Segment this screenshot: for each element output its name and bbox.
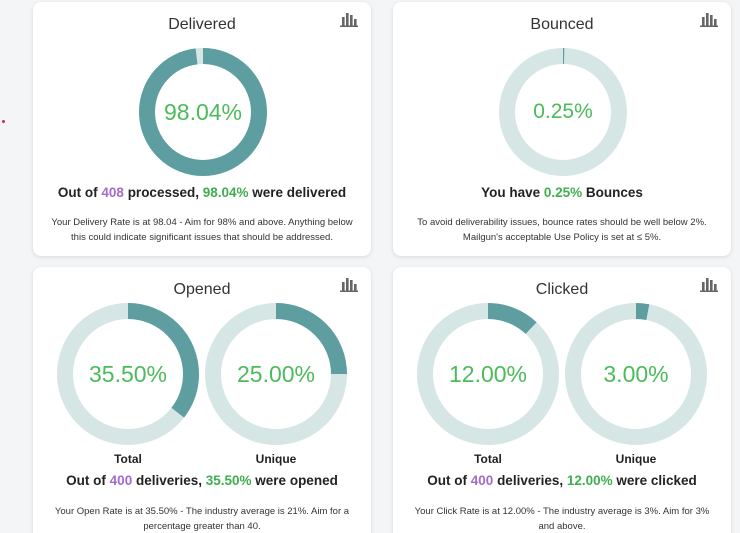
opened-unique-caption: Unique — [255, 452, 297, 466]
clicked-total-percent: 12.00% — [448, 360, 527, 387]
bounced-card: Bounced 0.25% You have 0.25% Bounces To … — [393, 2, 731, 256]
bounce-rate: 0.25% — [543, 185, 583, 200]
bar-chart-icon[interactable] — [340, 11, 358, 27]
delivered-donut: 98.04% — [139, 48, 267, 176]
clicked-description: Your Click Rate is at 12.00% - The indus… — [414, 506, 710, 532]
opened-total-donut: 35.50% — [57, 303, 199, 445]
bounced-summary: You have 0.25% Bounces — [481, 185, 643, 200]
ring-fill — [205, 303, 347, 445]
bar-chart-icon[interactable] — [700, 11, 718, 27]
ring-fill — [57, 303, 199, 445]
opened-total-percent: 35.50% — [88, 360, 167, 387]
delivered-description: Your Delivery Rate is at 98.04 - Aim for… — [51, 217, 353, 243]
clicked-total-donut: 12.00% — [417, 303, 559, 445]
deliveries-count: 400 — [470, 473, 494, 488]
open-rate: 35.50% — [205, 473, 252, 488]
deliveries-count: 400 — [109, 473, 133, 488]
click-rate: 12.00% — [566, 473, 613, 488]
delivered-summary: Out of 408 processed, 98.04% were delive… — [57, 185, 347, 200]
ring-fill — [499, 48, 627, 176]
clicked-card: Clicked 12.00% 3.00% Total Unique Out of… — [393, 267, 731, 533]
clicked-unique-donut: 3.00% — [565, 303, 707, 445]
opened-card: Opened 35.50% 25.00% Total Unique Out of… — [33, 267, 371, 533]
bar-chart-icon[interactable] — [340, 276, 358, 292]
bounced-description: To avoid deliverability issues, bounce r… — [417, 217, 707, 243]
ring-fill — [139, 48, 267, 176]
bar-chart-icon[interactable] — [700, 276, 718, 292]
clicked-title: Clicked — [535, 281, 589, 298]
delivered-percent: 98.04% — [163, 98, 242, 125]
bounced-title: Bounced — [530, 16, 594, 33]
clicked-unique-percent: 3.00% — [603, 360, 669, 387]
ring-fill — [565, 303, 707, 445]
opened-summary: Out of 400 deliveries, 35.50% were opene… — [66, 473, 338, 488]
opened-description: Your Open Rate is at 35.50% - The indust… — [54, 506, 350, 532]
delivered-card: Delivered 98.04% Out of 408 processed, 9… — [33, 2, 371, 256]
processed-count: 408 — [101, 185, 124, 200]
opened-unique-donut: 25.00% — [205, 303, 347, 445]
clicked-unique-caption: Unique — [615, 452, 657, 466]
bounced-donut: 0.25% — [499, 48, 627, 176]
clicked-total-caption: Total — [474, 452, 502, 466]
opened-total-caption: Total — [114, 452, 142, 466]
delivered-title: Delivered — [168, 16, 236, 33]
bounced-percent: 0.25% — [533, 100, 593, 123]
stray-dot — [2, 120, 5, 123]
ring-fill — [417, 303, 559, 445]
clicked-summary: Out of 400 deliveries, 12.00% were click… — [427, 473, 697, 488]
delivered-rate: 98.04% — [202, 185, 249, 200]
opened-unique-percent: 25.00% — [236, 360, 315, 387]
opened-title: Opened — [173, 281, 231, 298]
